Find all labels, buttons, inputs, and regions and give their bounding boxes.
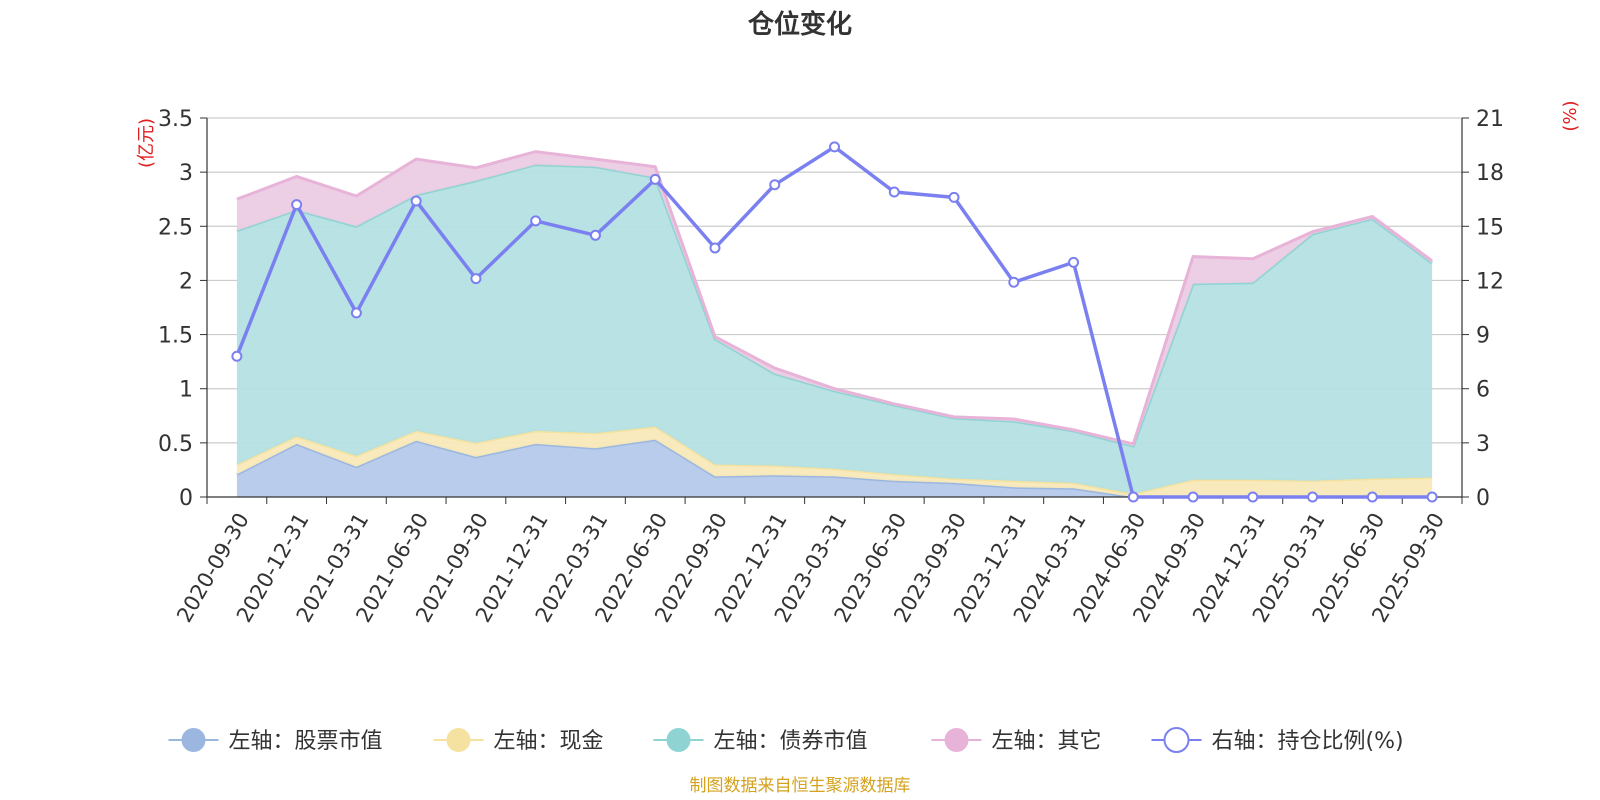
legend-label: 左轴：债券市值 [714,729,868,754]
legend-label: 左轴：股票市值 [229,729,383,754]
ratio-point[interactable] [470,273,482,285]
ratio-point[interactable] [1068,256,1080,268]
source-note: 制图数据来自恒生聚源数据库 [690,776,911,796]
legend-item[interactable]: 左轴：其它 [931,728,1102,754]
legend-label: 左轴：其它 [992,729,1102,754]
ratio-point[interactable] [888,186,900,198]
legend-label: 右轴：持仓比例(%) [1212,729,1404,754]
right-axis-tick-label: 18 [1476,161,1504,186]
right-axis-tick-label: 3 [1476,432,1490,457]
legend-item[interactable]: 右轴：持仓比例(%) [1151,727,1404,754]
ratio-point[interactable] [1366,491,1378,503]
right-axis-tick-label: 9 [1476,324,1490,349]
legend-item[interactable]: 左轴：股票市值 [168,728,383,754]
left-axis-tick-label: 1 [179,378,193,403]
right-axis-tick-label: 21 [1476,107,1504,132]
left-axis-tick-label: 0.5 [158,432,193,457]
legend-item[interactable]: 左轴：现金 [433,728,604,754]
area-fill [236,439,1433,497]
legend-marker [181,728,206,752]
ratio-point[interactable] [1307,491,1319,503]
legend-marker [666,728,691,752]
legend-item[interactable]: 左轴：债券市值 [653,728,868,754]
ratio-point[interactable] [829,141,840,153]
ratio-point[interactable] [291,199,303,211]
legend[interactable]: 左轴：股票市值 左轴：现金 左轴：债券市值 左轴：其它 右轴：持仓比例(%) [168,727,1404,754]
chart-title: 仓位变化 [747,9,852,40]
ratio-point[interactable] [1008,276,1020,288]
left-axis-tick-label: 3 [179,161,193,186]
left-axis-tick-label: 3.5 [158,107,193,132]
area-fill [236,164,1433,494]
left-axis-unit-label: (亿元) [136,118,157,168]
right-axis-tick-label: 15 [1476,215,1504,240]
ratio-point[interactable] [1426,491,1438,503]
ratio-point[interactable] [709,242,721,254]
ratio-point[interactable] [649,173,661,185]
legend-label: 左轴：现金 [494,729,604,754]
ratio-line-series [231,141,1438,503]
area-top-line [236,150,1433,446]
right-axis-tick-label: 12 [1476,269,1504,294]
right-axis-tick-label: 0 [1476,486,1490,511]
area-fill [236,426,1433,497]
ratio-point[interactable] [769,179,781,191]
ratio-point[interactable] [1187,491,1199,503]
ratio-point[interactable] [1247,491,1259,503]
left-axis-tick-label: 2 [179,269,193,294]
legend-marker [1163,727,1190,753]
ratio-point[interactable] [530,215,542,227]
legend-marker [446,728,471,752]
left-axis-tick-label: 1.5 [158,324,193,349]
right-axis-tick-label: 6 [1476,378,1490,403]
left-axis-tick-label: 0 [179,486,193,511]
ratio-point[interactable] [350,307,362,319]
left-axis-tick-label: 2.5 [158,215,193,240]
ratio-point[interactable] [231,350,243,362]
ratio-point[interactable] [948,191,960,203]
ratio-point[interactable] [410,195,422,207]
legend-marker [944,728,969,752]
ratio-point[interactable] [1127,491,1139,503]
right-axis-unit-label: (%) [1560,100,1581,131]
ratio-point[interactable] [589,229,601,241]
